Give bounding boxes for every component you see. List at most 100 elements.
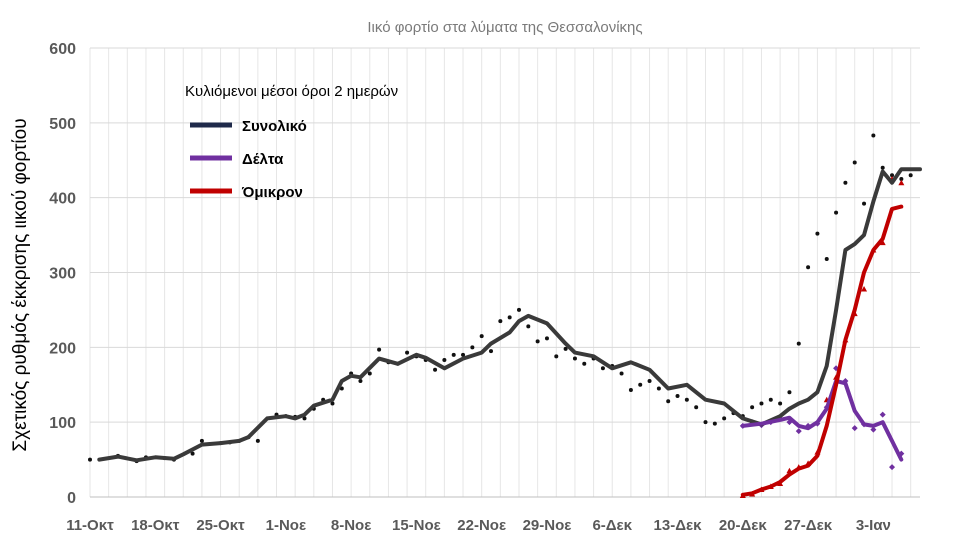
x-tick-label: 13-Δεκ xyxy=(654,517,703,534)
x-tick-label: 29-Νοε xyxy=(523,517,572,534)
data-point-total xyxy=(451,352,456,357)
data-point-total xyxy=(890,173,895,178)
data-point-total xyxy=(824,257,829,262)
data-point-total xyxy=(806,265,811,270)
data-point-total xyxy=(572,356,577,361)
data-point-total xyxy=(834,210,839,215)
data-point-total xyxy=(778,401,783,406)
data-point-total xyxy=(880,165,885,170)
data-point-total xyxy=(507,315,512,320)
y-tick-label: 300 xyxy=(49,266,76,283)
y-tick-label: 100 xyxy=(49,415,76,432)
data-point-total xyxy=(628,387,633,392)
y-axis-label: Σχετικός ρυθμός έκκρισης ιικού φορτίου xyxy=(10,118,31,451)
data-point-total xyxy=(563,346,568,351)
data-point-delta xyxy=(870,426,877,433)
legend-title: Κυλιόμενοι μέσοι όροι 2 ημερών xyxy=(185,83,398,100)
data-point-total xyxy=(367,371,372,376)
data-point-total xyxy=(302,416,307,421)
data-point-total xyxy=(255,438,260,443)
data-point-total xyxy=(759,401,764,406)
chart-title: Ιικό φορτίο στα λύματα της Θεσσαλονίκης xyxy=(367,19,642,36)
data-point-total xyxy=(330,401,335,406)
y-axis-ticks: 0 100 200 300 400 500 600 xyxy=(49,41,76,507)
data-point-total xyxy=(461,352,466,357)
data-point-total xyxy=(666,399,671,404)
data-point-total xyxy=(899,176,904,181)
data-point-total xyxy=(703,420,708,425)
data-point-total xyxy=(862,201,867,206)
data-point-total xyxy=(582,361,587,366)
data-point-total xyxy=(852,160,857,165)
y-tick-label: 400 xyxy=(49,191,76,208)
x-tick-label: 20-Δεκ xyxy=(719,517,768,534)
x-tick-label: 18-Οκτ xyxy=(131,517,180,534)
x-tick-label: 6-Δεκ xyxy=(592,517,632,534)
data-point-total xyxy=(638,382,643,387)
data-point-total xyxy=(908,173,913,178)
data-point-total xyxy=(433,367,438,372)
data-point-total xyxy=(787,390,792,395)
x-tick-label: 25-Οκτ xyxy=(196,517,245,534)
data-point-total xyxy=(600,366,605,371)
data-point-total xyxy=(675,393,680,398)
data-point-total xyxy=(405,350,410,355)
data-point-total xyxy=(796,341,801,346)
data-point-total xyxy=(358,379,363,384)
data-point-total xyxy=(815,231,820,236)
x-tick-label: 11-Οκτ xyxy=(66,517,114,534)
y-tick-label: 0 xyxy=(67,490,76,507)
data-point-total xyxy=(199,438,204,443)
series-line-Όμικρον xyxy=(740,204,904,497)
series-line-Δέλτα xyxy=(740,379,904,462)
data-point-delta xyxy=(879,411,886,418)
data-point-total xyxy=(554,354,559,359)
data-point-total xyxy=(768,397,773,402)
data-point-total xyxy=(498,319,503,324)
data-point-total xyxy=(843,180,848,185)
data-point-omicron xyxy=(898,179,905,186)
data-point-delta xyxy=(889,464,896,471)
data-point-total xyxy=(88,457,92,462)
x-tick-label: 3-Ιαν xyxy=(856,517,891,534)
data-point-omicron xyxy=(861,285,868,292)
data-point-total xyxy=(526,324,531,329)
data-point-total xyxy=(684,397,689,402)
legend: Κυλιόμενοι μέσοι όροι 2 ημερών Συνολικό Δ… xyxy=(185,83,398,201)
y-tick-label: 500 xyxy=(49,116,76,133)
y-tick-label: 600 xyxy=(49,41,76,58)
x-tick-label: 8-Νοε xyxy=(331,517,371,534)
data-point-total xyxy=(694,405,699,410)
data-point-total xyxy=(619,371,624,376)
series-lines xyxy=(97,167,922,497)
data-point-total xyxy=(377,347,382,352)
data-point-total xyxy=(190,451,195,456)
data-point-total xyxy=(516,307,521,312)
legend-label: Συνολικό xyxy=(242,118,307,135)
data-point-total xyxy=(647,379,652,384)
grid xyxy=(89,47,920,498)
data-point-total xyxy=(479,334,484,339)
data-point-total xyxy=(750,405,755,410)
legend-label: Όμικρον xyxy=(241,184,303,201)
data-point-total xyxy=(442,358,447,363)
data-point-total xyxy=(656,386,661,391)
data-point-total xyxy=(544,336,549,341)
data-point-total xyxy=(871,133,876,138)
data-point-delta xyxy=(795,428,802,435)
data-point-total xyxy=(489,349,494,354)
data-point-total xyxy=(535,339,540,344)
legend-label: Δέλτα xyxy=(242,151,284,168)
y-tick-label: 200 xyxy=(49,340,76,357)
series-line-Συνολικό xyxy=(97,167,922,463)
x-tick-label: 27-Δεκ xyxy=(784,517,833,534)
x-tick-label: 15-Νοε xyxy=(392,517,441,534)
data-point-delta xyxy=(851,425,858,432)
data-point-total xyxy=(722,416,727,421)
data-point-total xyxy=(470,345,475,350)
x-axis-ticks: 11-Οκτ 18-Οκτ 25-Οκτ 1-Νοε 8-Νοε 15-Νοε 22-Νοε… xyxy=(66,517,891,534)
data-point-total xyxy=(712,421,717,426)
x-tick-label: 22-Νοε xyxy=(457,517,506,534)
x-tick-label: 1-Νοε xyxy=(266,517,306,534)
